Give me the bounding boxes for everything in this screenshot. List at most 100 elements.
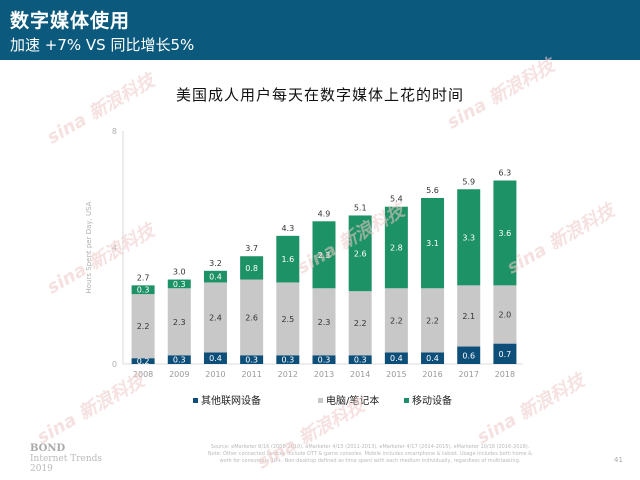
source-line: work for consumers 18+. Non-desktop defi… (219, 458, 521, 464)
page-subtitle: 加速 +7% VS 同比增长5% (10, 36, 195, 54)
bar-segment (384, 206, 408, 289)
total-label: 6.3 (499, 169, 512, 178)
bar-segment (348, 291, 372, 356)
header-bar: 数字媒体使用 加速 +7% VS 同比增长5% (0, 0, 640, 60)
bar-segment (457, 346, 481, 364)
bar-segment (240, 355, 264, 364)
data-label: 0.6 (462, 351, 475, 360)
y-axis-label: Hours Spent per Day, USA (85, 201, 93, 293)
x-tick-label: 2017 (459, 370, 479, 379)
total-label: 4.9 (318, 209, 331, 218)
data-label: 0.4 (209, 273, 222, 282)
legend-label: 移动设备 (412, 394, 452, 407)
x-tick-label: 2014 (350, 370, 370, 379)
data-label: 2.4 (209, 313, 222, 322)
data-label: 2.1 (462, 312, 475, 321)
x-tick-label: 2012 (278, 370, 298, 379)
total-label: 5.9 (462, 177, 475, 186)
bar-segment (384, 352, 408, 364)
page-title: 数字媒体使用 (10, 10, 131, 32)
bar-segment (276, 235, 300, 283)
bar-segment (421, 197, 445, 289)
chart-title: 美国成人用户每天在数字媒体上花的时间 (175, 86, 464, 104)
bar-segment (203, 282, 227, 353)
data-label: 2.2 (426, 316, 439, 325)
bar-segment (131, 358, 155, 364)
bar-segment (493, 285, 517, 344)
total-label: 2.7 (137, 273, 150, 282)
data-label: 0.2 (137, 357, 150, 366)
data-label: 0.3 (354, 356, 367, 365)
bar-segment (203, 270, 227, 283)
data-label: 0.3 (173, 280, 186, 289)
bar-segment (167, 279, 191, 289)
data-label: 2.3 (318, 318, 331, 327)
bar-segment (240, 279, 264, 356)
bar-segment (167, 288, 191, 356)
total-label: 5.1 (354, 203, 367, 212)
logo-title: BOND (30, 443, 66, 454)
bar-segment (457, 189, 481, 286)
data-label: 0.4 (426, 354, 439, 363)
data-label: 3.1 (426, 239, 439, 248)
total-label: 4.3 (281, 224, 294, 233)
data-label: 0.3 (318, 356, 331, 365)
x-tick-label: 2009 (169, 370, 189, 379)
bar-segment (276, 355, 300, 364)
legend-swatch (193, 398, 198, 403)
x-tick-label: 2018 (495, 370, 515, 379)
data-label: 0.4 (390, 354, 403, 363)
bar-segment (240, 256, 264, 280)
bar-segment (167, 355, 191, 364)
bar-segment (493, 180, 517, 286)
total-label: 3.0 (173, 268, 186, 277)
data-label: 2.3 (173, 318, 186, 327)
logo-year: 2019 (30, 464, 53, 474)
y-tick-label: 4 (112, 244, 117, 253)
x-tick-label: 2015 (386, 370, 406, 379)
page-number: 41 (614, 456, 623, 464)
bar-segment (493, 343, 517, 364)
data-label: 1.6 (281, 255, 294, 264)
bar-segment (312, 355, 336, 364)
source-line: Source: eMarketer 8/16 (2008-2010), eMar… (210, 444, 530, 450)
data-label: 3.6 (499, 229, 512, 238)
y-tick-label: 0 (112, 360, 117, 369)
total-label: 3.7 (245, 244, 258, 253)
data-label: 2.2 (137, 322, 150, 331)
data-label: 0.3 (173, 356, 186, 365)
legend-swatch (404, 398, 409, 403)
data-label: 0.3 (245, 356, 258, 365)
source-line: Note: Other connected devices include OT… (207, 451, 533, 457)
x-tick-label: 2010 (205, 370, 225, 379)
legend-swatch (318, 398, 323, 403)
data-label: 2.0 (499, 310, 512, 319)
bond-logo: BOND Internet Trends 2019 (30, 443, 103, 475)
y-tick-label: 8 (112, 127, 117, 136)
data-label: 2.5 (281, 315, 294, 324)
total-label: 5.4 (390, 195, 403, 204)
x-tick-label: 2011 (241, 370, 261, 379)
x-tick-label: 2016 (422, 370, 442, 379)
data-label: 0.7 (499, 350, 512, 359)
legend-label: 其他联网设备 (201, 394, 261, 407)
data-label: 0.8 (245, 264, 258, 273)
data-label: 0.3 (281, 356, 294, 365)
data-label: 2.8 (390, 244, 403, 253)
data-label: 3.3 (462, 233, 475, 242)
bar-segment (131, 285, 155, 295)
legend-label: 电脑/笔记本 (326, 394, 379, 407)
bar-segment (421, 288, 445, 353)
data-label: 2.6 (354, 249, 367, 258)
data-label: 0.4 (209, 354, 222, 363)
source-note: Source: eMarketer 8/16 (2008-2010), eMar… (170, 444, 570, 465)
bar-segment (348, 355, 372, 364)
data-label: 2.6 (245, 313, 258, 322)
bar-segment (276, 282, 300, 356)
logo-subtitle: Internet Trends (30, 454, 103, 464)
bar-segment (421, 352, 445, 364)
bar-segment (348, 215, 372, 292)
total-label: 3.2 (209, 259, 222, 268)
bar-segment (384, 288, 408, 353)
